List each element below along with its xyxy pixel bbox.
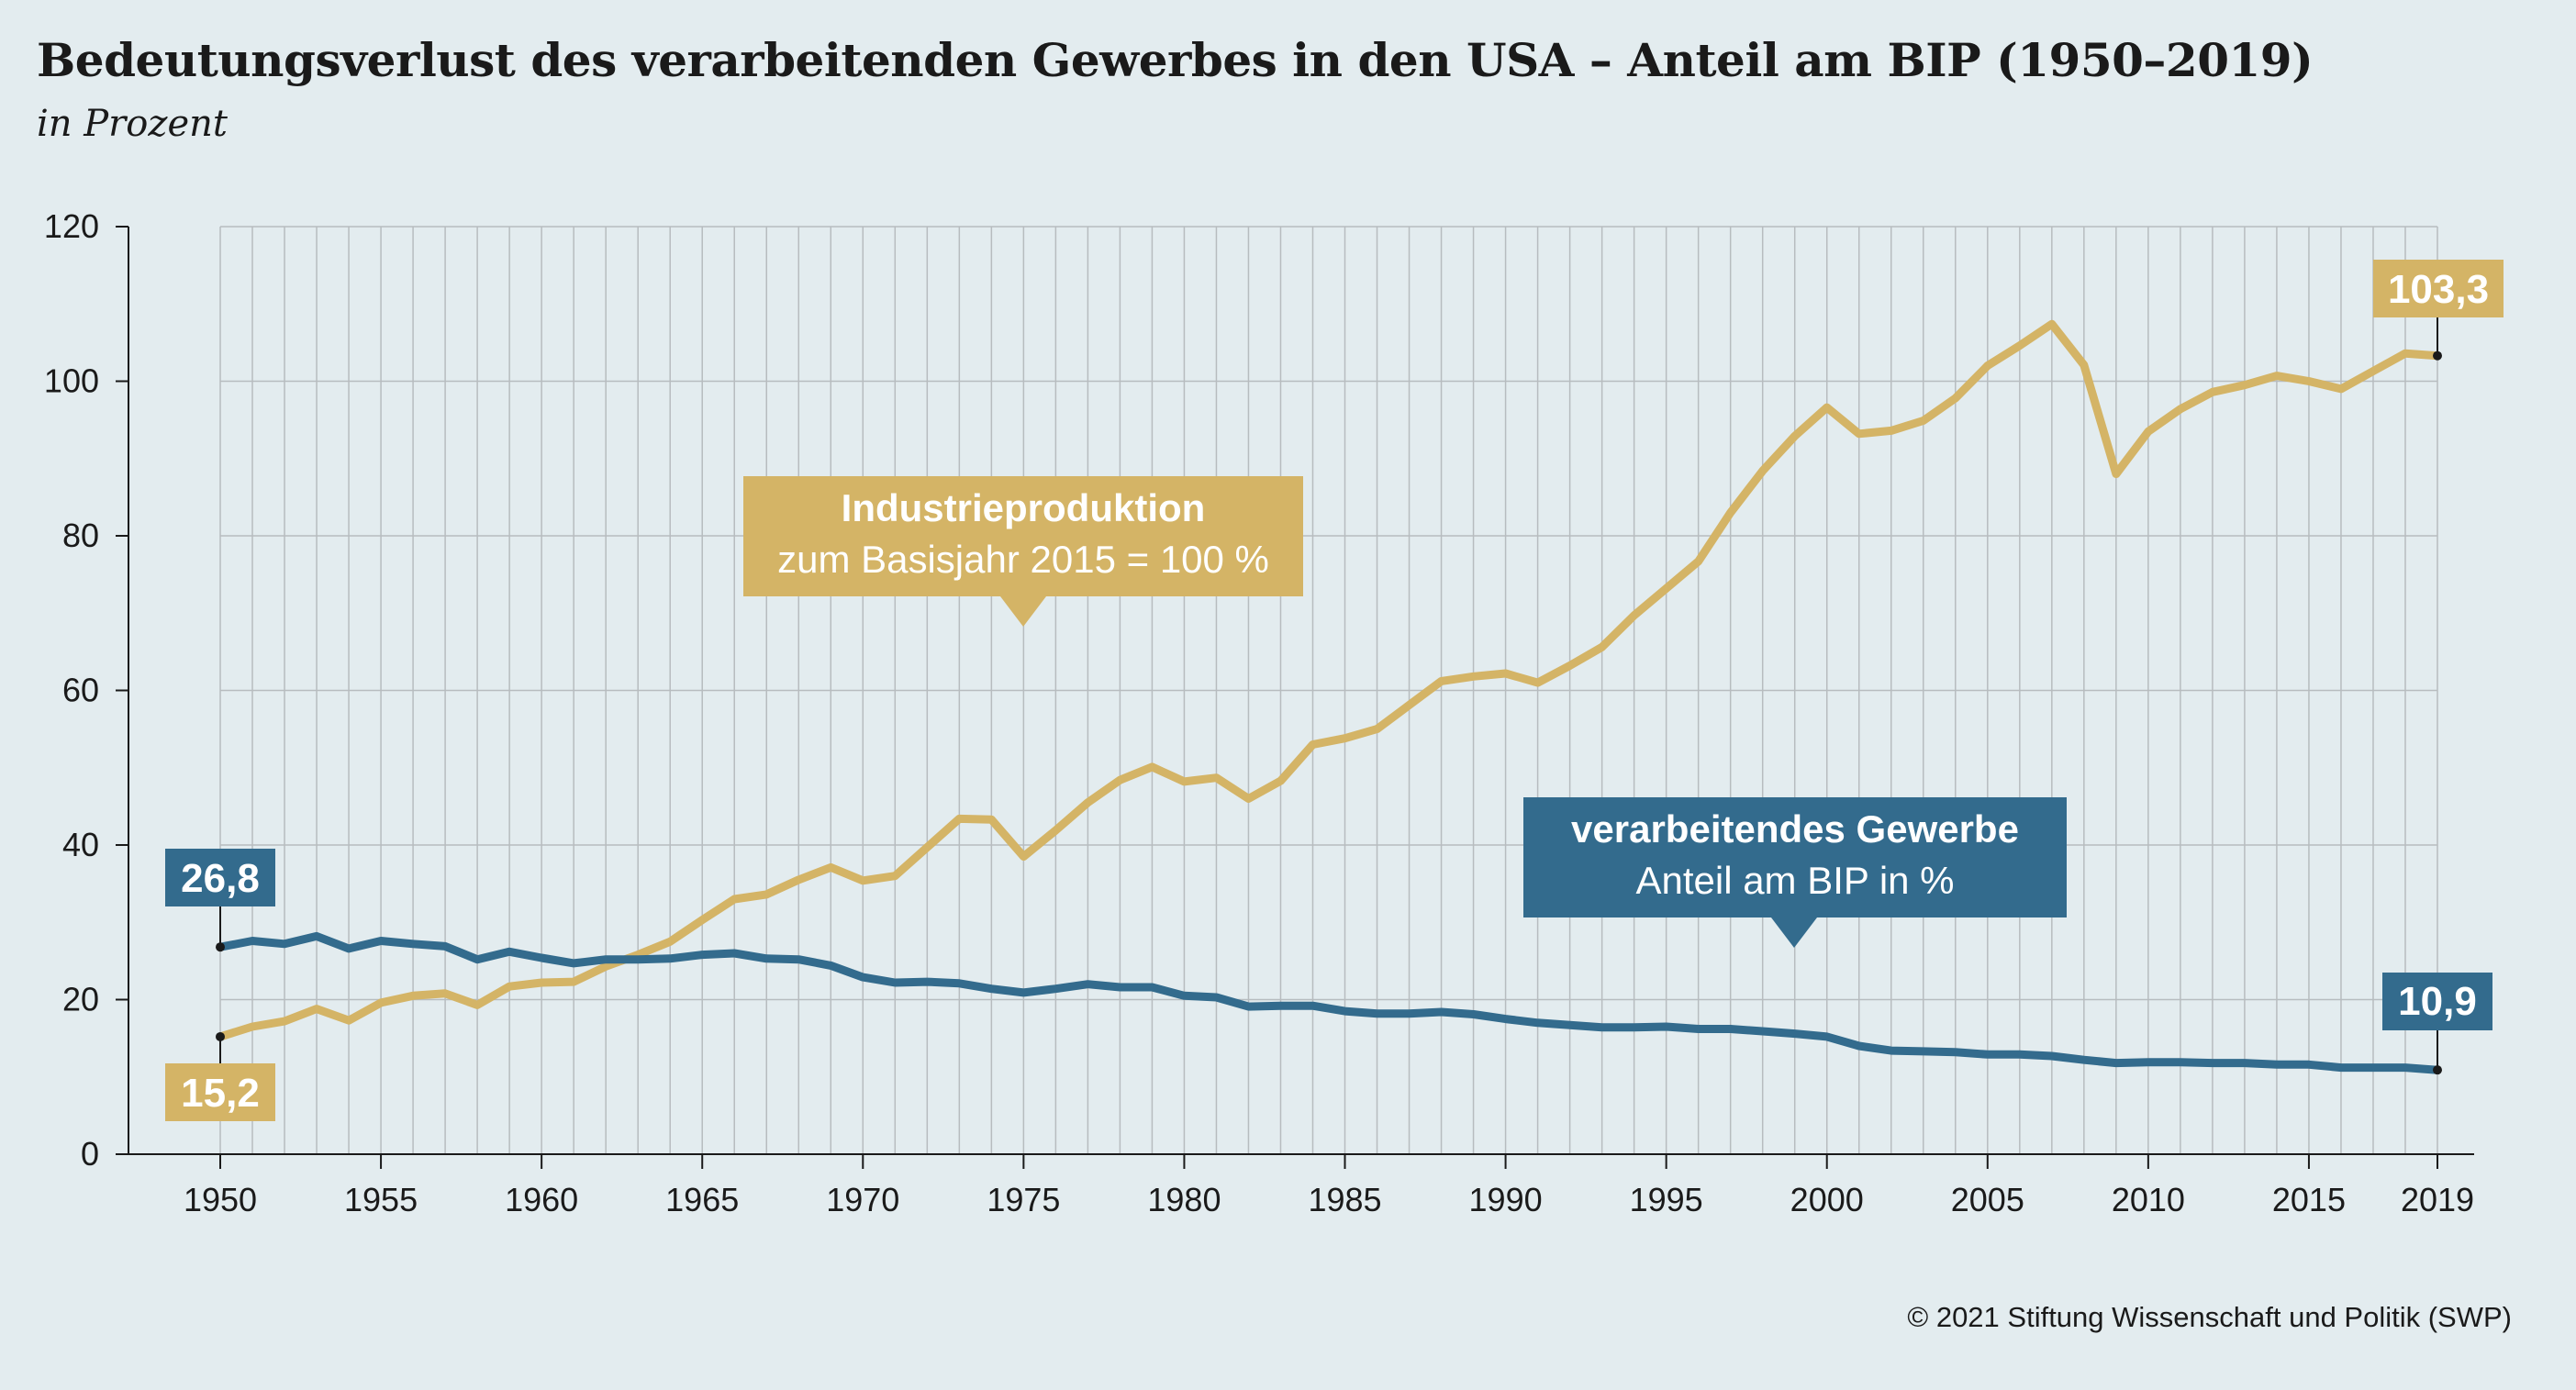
axes: 0 20 40 60 80 100 120 1950 1955 1960 1965 1970 1975 1…	[44, 207, 2474, 1218]
x-tick-label: 1995	[1630, 1181, 1703, 1218]
x-tick-label: 2010	[2112, 1181, 2185, 1218]
manufacturing-series-line	[216, 931, 2442, 1074]
callout-industrial-end-value: 103,3	[2388, 267, 2489, 312]
legend-manufacturing: verarbeitendes Gewerbe Anteil am BIP in …	[1523, 797, 2067, 948]
x-tick-label: 1965	[665, 1181, 739, 1218]
callout-industrial-end-box	[2373, 260, 2504, 317]
callout-industrial-start: 15,2	[165, 1037, 275, 1121]
x-tick-label: 1990	[1469, 1181, 1543, 1218]
series-end-dot	[2433, 1065, 2442, 1075]
legend-industrial: Industrieproduktion zum Basisjahr 2015 =…	[743, 476, 1303, 627]
x-tick-label: 1970	[826, 1181, 899, 1218]
x-tick-label: 1955	[344, 1181, 418, 1218]
copyright-notice: © 2021 Stiftung Wissenschaft und Politik…	[1907, 1301, 2512, 1333]
legend-industrial-box	[743, 476, 1303, 627]
x-tick-label: 2019	[2401, 1181, 2474, 1218]
legend-manufacturing-subtitle: Anteil am BIP in %	[1635, 859, 1954, 902]
x-tick-label: 2000	[1790, 1181, 1864, 1218]
legend-industrial-title: Industrieproduktion	[842, 486, 1206, 529]
callout-manufacturing-start-value: 26,8	[181, 856, 260, 901]
chart-subtitle: in Prozent	[37, 103, 228, 145]
callout-manufacturing-start: 26,8	[165, 849, 275, 947]
series	[216, 319, 2442, 1074]
legend-industrial-subtitle: zum Basisjahr 2015 = 100 %	[777, 538, 1269, 581]
legend-manufacturing-title: verarbeitendes Gewerbe	[1571, 807, 2019, 851]
series-start-dot	[216, 942, 225, 952]
x-tick-label: 1960	[505, 1181, 578, 1218]
x-tick-label: 1950	[184, 1181, 257, 1218]
callout-manufacturing-end: 10,9	[2382, 973, 2492, 1069]
endpoint-dots	[216, 350, 2442, 1075]
callout-manufacturing-end-value: 10,9	[2398, 979, 2477, 1024]
x-tick-label: 2015	[2272, 1181, 2346, 1218]
y-tick-label: 20	[62, 981, 99, 1018]
x-tick-label: 2005	[1951, 1181, 2024, 1218]
x-tick-label: 1975	[987, 1181, 1060, 1218]
series-start-dot	[216, 1031, 225, 1041]
chart-title: Bedeutungsverlust des verarbeitenden Gew…	[37, 33, 2314, 87]
callout-industrial-end: 103,3	[2373, 260, 2504, 356]
y-tick-label: 0	[81, 1135, 99, 1173]
y-tick-label: 120	[44, 207, 99, 245]
callout-industrial-start-box	[165, 1063, 275, 1121]
series-end-dot	[2433, 350, 2442, 361]
grid	[219, 226, 2438, 1154]
callout-manufacturing-start-box	[165, 849, 275, 906]
x-tick-label: 1980	[1147, 1181, 1221, 1218]
industrial-series-line	[216, 319, 2442, 1041]
y-tick-label: 60	[62, 672, 99, 709]
legend-manufacturing-box	[1523, 797, 2067, 948]
callout-industrial-start-value: 15,2	[181, 1071, 260, 1116]
y-tick-label: 100	[44, 362, 99, 400]
x-tick-label: 1985	[1308, 1181, 1381, 1218]
callout-manufacturing-end-box	[2382, 973, 2492, 1030]
y-tick-label: 40	[62, 826, 99, 863]
y-tick-label: 80	[62, 517, 99, 554]
